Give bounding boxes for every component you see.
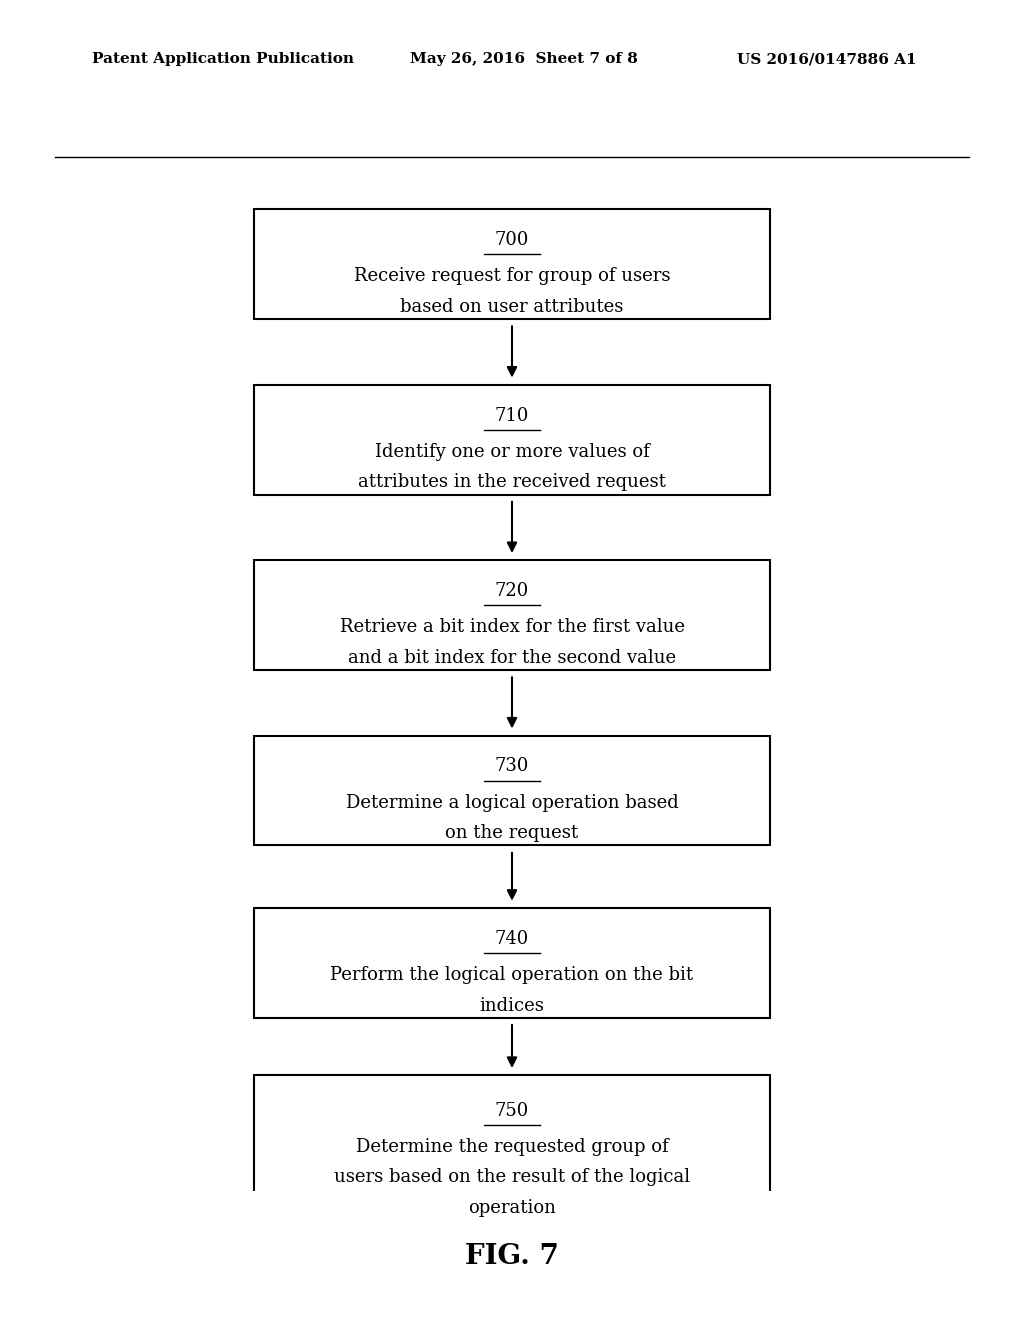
FancyBboxPatch shape xyxy=(254,908,770,1018)
Text: and a bit index for the second value: and a bit index for the second value xyxy=(348,649,676,667)
Text: on the request: on the request xyxy=(445,825,579,842)
Text: May 26, 2016  Sheet 7 of 8: May 26, 2016 Sheet 7 of 8 xyxy=(410,53,638,66)
Text: operation: operation xyxy=(468,1199,556,1217)
Text: US 2016/0147886 A1: US 2016/0147886 A1 xyxy=(737,53,916,66)
Text: Patent Application Publication: Patent Application Publication xyxy=(92,53,354,66)
Text: Retrieve a bit index for the first value: Retrieve a bit index for the first value xyxy=(340,618,684,636)
Text: attributes in the received request: attributes in the received request xyxy=(358,474,666,491)
Text: Determine the requested group of: Determine the requested group of xyxy=(355,1138,669,1156)
Text: 710: 710 xyxy=(495,407,529,425)
Text: 730: 730 xyxy=(495,758,529,775)
Text: based on user attributes: based on user attributes xyxy=(400,298,624,315)
FancyBboxPatch shape xyxy=(254,560,770,671)
Text: Receive request for group of users: Receive request for group of users xyxy=(353,267,671,285)
FancyBboxPatch shape xyxy=(254,210,770,319)
Text: 720: 720 xyxy=(495,582,529,601)
Text: Identify one or more values of: Identify one or more values of xyxy=(375,442,649,461)
FancyBboxPatch shape xyxy=(254,735,770,845)
Text: Determine a logical operation based: Determine a logical operation based xyxy=(346,793,678,812)
FancyBboxPatch shape xyxy=(254,1076,770,1201)
Text: indices: indices xyxy=(479,997,545,1015)
Text: 740: 740 xyxy=(495,929,529,948)
Text: FIG. 7: FIG. 7 xyxy=(465,1243,559,1270)
Text: Perform the logical operation on the bit: Perform the logical operation on the bit xyxy=(331,966,693,983)
Text: users based on the result of the logical: users based on the result of the logical xyxy=(334,1168,690,1187)
Text: 750: 750 xyxy=(495,1101,529,1119)
Text: 700: 700 xyxy=(495,231,529,249)
FancyBboxPatch shape xyxy=(254,385,770,495)
